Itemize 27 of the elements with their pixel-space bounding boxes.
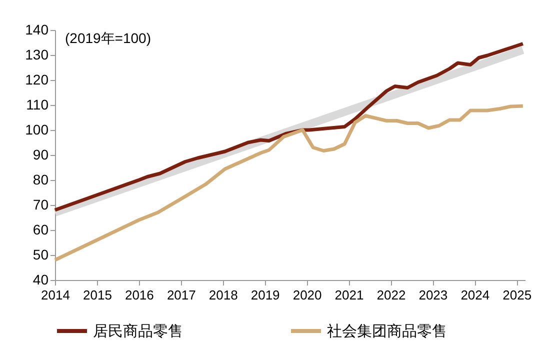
x-tick-label: 2024 [460, 288, 490, 302]
y-tick-label: 140 [25, 22, 49, 38]
y-tick-label: 70 [32, 196, 49, 212]
x-tick-label: 2025 [502, 288, 532, 302]
legend-label: 社会集团商品零售 [327, 323, 447, 340]
x-tick-label: 2014 [41, 288, 70, 302]
y-tick-label: 110 [26, 96, 49, 112]
legend-label: 居民商品零售 [93, 323, 183, 340]
x-tick-label: 2015 [83, 288, 112, 302]
x-tick-label: 2021 [334, 288, 364, 302]
y-tick-label: 50 [32, 246, 49, 262]
x-tick-label: 2018 [208, 288, 238, 302]
x-tick-label: 2020 [292, 288, 322, 302]
line-series [53, 104, 525, 262]
y-tick-label: 120 [25, 72, 49, 88]
y-tick-label: 80 [32, 172, 49, 188]
y-tick-label: 60 [32, 222, 49, 238]
x-tick-label: 2016 [124, 288, 154, 302]
x-tick-label: 2022 [376, 288, 406, 302]
y-tick-label: 130 [25, 46, 49, 62]
y-tick-label: 90 [32, 146, 49, 162]
x-tick-label: 2017 [166, 288, 196, 302]
y-tick-label: 40 [32, 272, 49, 288]
annotation: (2019年=100) [65, 30, 152, 46]
y-tick-label: 100 [25, 122, 49, 138]
x-tick-label: 2023 [418, 288, 448, 302]
x-tick-label: 2019 [250, 288, 280, 302]
